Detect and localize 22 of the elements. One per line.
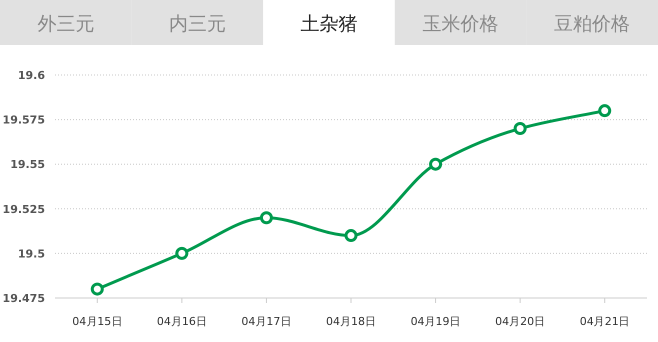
point bbox=[429, 158, 442, 171]
x-tick-label: 04月15日 bbox=[72, 315, 122, 328]
point bbox=[175, 246, 188, 260]
x-tick-label: 04月17日 bbox=[241, 315, 292, 328]
chart-title: 土杂猪 bbox=[300, 13, 358, 35]
point bbox=[514, 122, 527, 136]
x-tick-label: 04月20日 bbox=[495, 315, 546, 328]
x-tick-label: 04月18日 bbox=[326, 315, 376, 328]
y-tick-label: 19.6 bbox=[18, 69, 46, 82]
y-tick-label: 19.475 bbox=[2, 292, 45, 305]
y-tick-label: 19.5 bbox=[18, 247, 45, 260]
y-tick-label: 19.55 bbox=[10, 158, 45, 172]
y-tick-label: 19.575 bbox=[2, 114, 45, 127]
point bbox=[598, 104, 612, 118]
y-tick-label: 19.525 bbox=[2, 202, 45, 216]
x-tick-label: 04月21日 bbox=[580, 315, 630, 328]
point bbox=[90, 282, 104, 296]
x-tick-label: 04月19日 bbox=[410, 315, 461, 328]
point bbox=[344, 229, 358, 242]
x-tick-label: 04月16日 bbox=[156, 315, 207, 328]
tabs: 外三元 内三元 土杂猪 玉米价格 豆粕价格 bbox=[0, 0, 658, 45]
point bbox=[260, 211, 273, 224]
